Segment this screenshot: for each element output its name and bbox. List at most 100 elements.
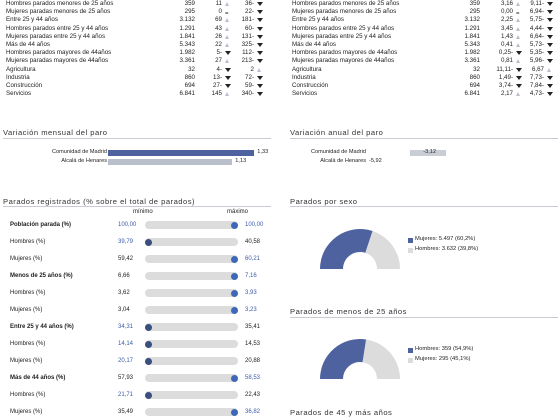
table-row: Agricultura 32 -11,11 6,67	[290, 66, 560, 74]
row-label: Hombres parados entre 25 y 44 años	[292, 24, 395, 32]
down-arrow-icon	[257, 34, 263, 39]
registered-min-value: 20,17	[118, 358, 134, 364]
down-arrow-icon	[547, 2, 553, 6]
range-track	[145, 238, 238, 246]
under25-title: Parados de menos de 25 años	[290, 307, 407, 316]
registered-max-value: 14,53	[245, 341, 261, 347]
under25-share-women	[362, 339, 400, 379]
variation-label: Alcalá de Henares	[320, 158, 366, 164]
equal-icon: =	[516, 11, 520, 18]
range-marker	[231, 374, 238, 382]
registered-row-label: Mujeres (%)	[10, 409, 43, 415]
table-row: Mujeres paradas entre 25 y 44 años 1.841 1…	[290, 33, 560, 41]
range-track	[145, 323, 238, 331]
registered-max-value: 3,23	[245, 307, 257, 313]
sex-semi-donut	[320, 229, 400, 269]
table-row: Servicios 6.841 2,17 -4,73	[290, 90, 560, 98]
sex-share-men	[365, 231, 400, 269]
range-track	[145, 391, 238, 399]
table-row: Hombres parados entre 25 y 44 años 1.291 3…	[290, 25, 560, 33]
down-arrow-icon	[257, 10, 263, 15]
divider	[3, 138, 271, 139]
range-track	[145, 408, 238, 416]
registered-row-label: Mujeres (%)	[10, 307, 43, 313]
down-arrow-icon	[257, 59, 263, 64]
range-marker	[231, 255, 238, 263]
down-arrow-icon	[225, 67, 231, 72]
divider	[3, 206, 271, 207]
range-track	[145, 357, 238, 365]
under25-semi-donut	[320, 339, 400, 379]
legend-swatch-u25-women	[408, 358, 413, 363]
down-arrow-icon	[257, 75, 263, 80]
down-arrow-icon	[547, 43, 553, 47]
row-label: Agricultura	[6, 65, 36, 73]
up-arrow-icon	[516, 43, 520, 47]
table-row: Mujeres paradas entre 25 y 44 años 1.841 2…	[4, 33, 274, 41]
row-label: Agricultura	[292, 65, 322, 73]
table-row: Mujeres paradas mayores de 44años 3.361 0,…	[290, 57, 560, 65]
down-arrow-icon	[257, 84, 263, 88]
registered-max-value: 58,53	[245, 375, 261, 381]
row-label: Entre 25 y 44 años	[6, 16, 58, 24]
row-label: Más de 44 años	[6, 41, 51, 48]
down-arrow-icon	[547, 26, 553, 31]
down-arrow-icon	[225, 51, 231, 56]
registered-min-value: 35,49	[118, 409, 134, 415]
down-arrow-icon	[547, 34, 553, 39]
down-arrow-icon	[547, 92, 553, 97]
sex-share-women	[320, 229, 373, 269]
divider	[290, 206, 558, 207]
registered-row-label: Menos de 25 años (%)	[10, 273, 73, 279]
table-row: Servicios 6.841 145 -340	[4, 90, 274, 98]
range-marker	[145, 357, 152, 365]
registered-max-value: 3,93	[245, 290, 257, 296]
range-track	[145, 272, 238, 280]
registered-min-value: 59,42	[118, 256, 134, 262]
row-label: Hombres parados mayores de 44años	[292, 49, 398, 57]
range-marker	[231, 408, 238, 416]
legend-women: Mujeres: 5.497 (60,2%)	[415, 236, 476, 242]
range-track	[145, 221, 238, 229]
table-row: Más de 44 años 5.343 0,41 -5,73	[290, 41, 560, 49]
down-arrow-icon	[225, 84, 231, 88]
up-arrow-icon	[516, 92, 520, 97]
registered-max-value: 22,43	[245, 392, 261, 398]
variation-value: -3,12	[423, 149, 436, 155]
legend-swatch-women	[408, 238, 413, 243]
row-label: Hombres parados menores de 25 años	[292, 0, 400, 7]
divider	[290, 138, 558, 139]
registered-min-value: 57,93	[118, 375, 134, 381]
down-arrow-icon	[516, 75, 522, 80]
row-label: Construcción	[292, 82, 329, 89]
range-track	[145, 374, 238, 382]
row-label: Más de 44 años	[292, 41, 337, 48]
registered-row-label: Más de 44 años (%)	[10, 375, 66, 381]
up-arrow-icon	[516, 34, 520, 39]
sex-title: Parados por sexo	[290, 197, 358, 206]
row-label: Mujeres paradas menores de 25 años	[292, 8, 397, 16]
registered-max-value: 100,00	[245, 222, 264, 228]
range-marker	[231, 289, 238, 297]
down-arrow-icon	[225, 75, 231, 80]
down-arrow-icon	[516, 67, 522, 72]
up-arrow-icon	[225, 26, 229, 31]
registered-max-value: 7,16	[245, 273, 257, 279]
legend-men: Hombres: 3.632 (39,8%)	[415, 246, 479, 252]
registered-max-value: 60,21	[245, 256, 261, 262]
min-label: mínimo	[133, 209, 153, 215]
registered-max-value: 35,41	[245, 324, 261, 330]
table-row: Construcción 694 -3,74 -7,84	[290, 82, 560, 90]
range-marker	[145, 340, 152, 348]
range-marker	[231, 221, 238, 229]
up-arrow-icon	[547, 67, 551, 72]
registered-min-value: 39,79	[118, 239, 134, 245]
row-label: Mujeres paradas entre 25 y 44 años	[6, 32, 106, 40]
row-label: Hombres parados entre 25 y 44 años	[6, 24, 109, 32]
down-arrow-icon	[257, 26, 263, 31]
down-arrow-icon	[257, 43, 263, 47]
legend-u25-men: Hombres: 359 (54,9%)	[415, 346, 474, 352]
row-label: Industria	[6, 73, 30, 81]
table-row: Entre 25 y 44 años 3.132 69 -181	[4, 16, 274, 24]
range-marker	[231, 272, 238, 280]
